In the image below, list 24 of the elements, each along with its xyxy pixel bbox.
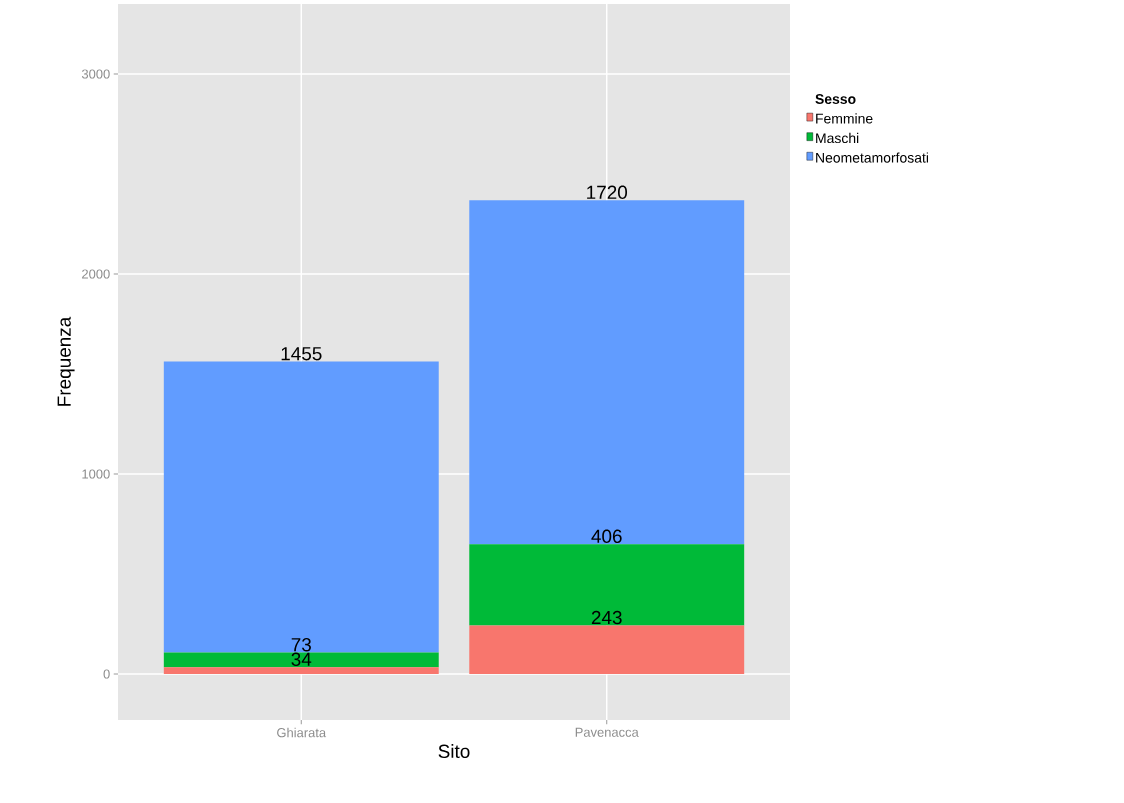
y-tick-label: 0 bbox=[103, 669, 110, 679]
bar bbox=[163, 667, 439, 674]
data-label: 73 bbox=[291, 638, 311, 652]
data-label: 406 bbox=[591, 529, 622, 543]
y-tick-label: 3000 bbox=[81, 69, 110, 79]
data-label: 1455 bbox=[281, 347, 322, 361]
legend-label: Neometamorfosati bbox=[816, 152, 929, 163]
legend-label: Femmine bbox=[816, 113, 873, 124]
data-label: 243 bbox=[591, 610, 622, 625]
y-tick-label: 2000 bbox=[82, 269, 110, 279]
bar bbox=[469, 625, 745, 674]
x-axis-title: Sito bbox=[438, 744, 470, 759]
legend-title: Sesso bbox=[815, 94, 856, 104]
y-tick-label: 1000 bbox=[82, 469, 110, 479]
bar bbox=[163, 652, 439, 668]
legend-label: Maschi bbox=[816, 132, 859, 144]
data-label: 34 bbox=[291, 652, 312, 667]
bar bbox=[469, 200, 745, 545]
bar bbox=[163, 361, 439, 653]
bar bbox=[469, 544, 745, 626]
data-label: 1720 bbox=[587, 185, 628, 199]
y-axis-title: Frequenza bbox=[57, 316, 75, 406]
x-tick-label: Ghiarata bbox=[277, 727, 327, 738]
x-tick-label: Pavenacca bbox=[575, 727, 639, 737]
